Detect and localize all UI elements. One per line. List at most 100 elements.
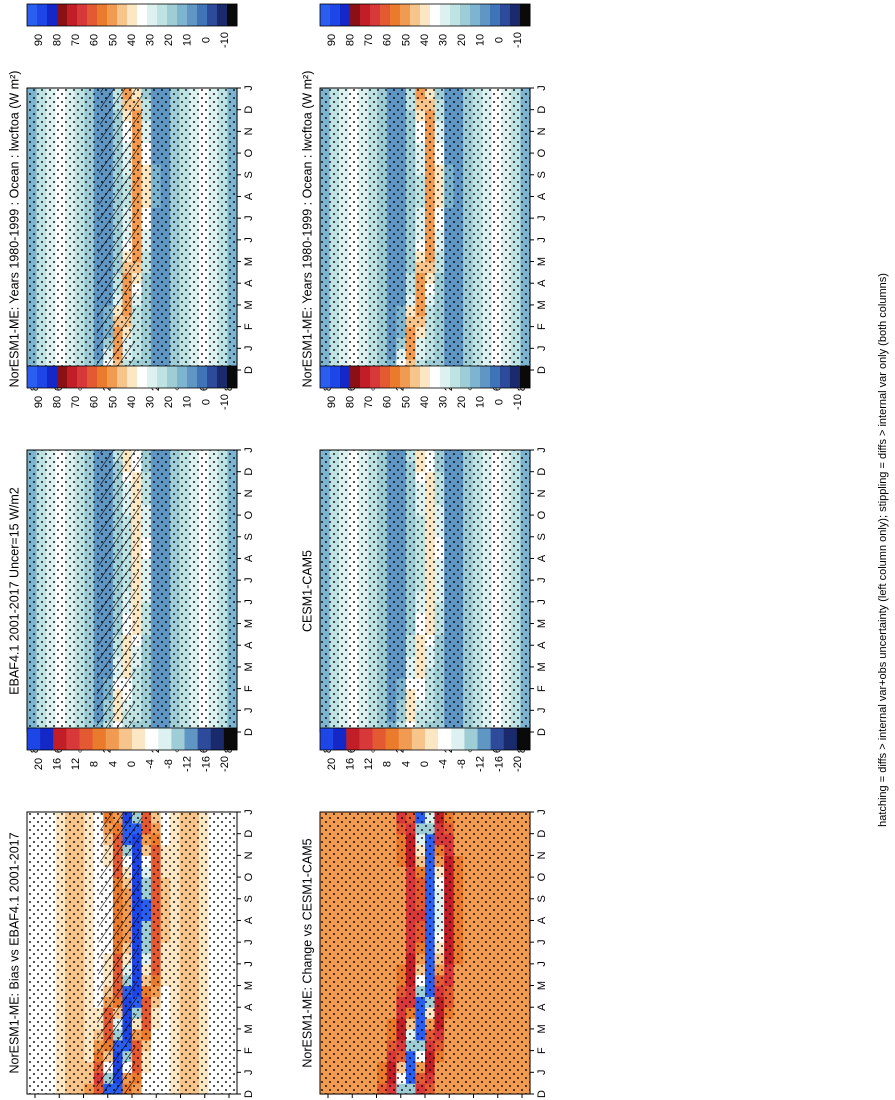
colorbar-tick-label: 40	[126, 34, 138, 46]
month-tick-label: S	[243, 533, 255, 540]
colorbar-swatch	[411, 728, 426, 750]
month-tick-label: J	[536, 939, 548, 945]
colorbar-swatch	[350, 4, 361, 26]
colorbar: 90 80 70 60 50 40 30 20 10 0 -10	[26, 365, 238, 410]
month-tick-label: N	[243, 127, 255, 135]
colorbar-swatch	[177, 4, 188, 26]
colorbar-swatch	[380, 4, 391, 26]
stippling-overlay	[320, 450, 530, 732]
colorbar-swatch	[370, 4, 381, 26]
colorbar-swatch	[480, 366, 491, 388]
colorbar-tick-label: 70	[363, 396, 375, 408]
month-tick-label: A	[243, 554, 255, 562]
colorbar-tick-label: 20	[33, 758, 45, 770]
colorbar-swatch	[77, 366, 88, 388]
colorbar-tick-label: 50	[400, 396, 412, 408]
colorbar-swatch	[167, 366, 178, 388]
colorbar-swatch	[47, 4, 58, 26]
colorbar-tick-label: 0	[200, 399, 212, 405]
colorbar-swatch	[390, 4, 401, 26]
month-tick-label: D	[243, 106, 255, 114]
month-tick-label: A	[243, 279, 255, 287]
colorbar-swatch	[420, 4, 431, 26]
colorbar-swatch	[197, 366, 208, 388]
month-tick-label: A	[243, 916, 255, 924]
colorbar-swatch	[430, 4, 441, 26]
month-tick-label: F	[536, 1047, 548, 1054]
colorbar-swatch	[27, 4, 38, 26]
month-tick-label: S	[536, 895, 548, 902]
colorbar-swatch	[460, 4, 471, 26]
stippling-overlay	[320, 812, 530, 1094]
colorbar-frame	[319, 727, 531, 751]
colorbar-swatch	[107, 4, 118, 26]
colorbar-swatch	[87, 366, 98, 388]
colorbar-swatch	[385, 728, 400, 750]
colorbar-tick-label: 10	[475, 34, 487, 46]
colorbar-swatch	[157, 4, 168, 26]
month-tick-label: D	[536, 106, 548, 114]
month-tick-label: F	[243, 323, 255, 330]
colorbar-tick-label: 80	[52, 34, 64, 46]
colorbar-swatch	[420, 366, 431, 388]
colorbar-swatch	[87, 4, 98, 26]
month-tick-label: J	[243, 961, 255, 967]
colorbar-swatch	[227, 4, 238, 26]
month-tick-label: A	[243, 641, 255, 649]
colorbar-swatch	[520, 366, 531, 388]
month-tick-label: F	[536, 323, 548, 330]
colorbar-swatch	[197, 728, 212, 750]
colorbar-swatch	[107, 366, 118, 388]
month-tick-label: D	[243, 728, 255, 736]
colorbar-tick-label: 12	[363, 758, 375, 770]
colorbar-tick-label: 0	[493, 37, 505, 43]
colorbar-tick-label: 80	[52, 396, 64, 408]
colorbar-tick-label: 20	[163, 396, 175, 408]
colorbar-swatch	[470, 366, 481, 388]
panel-title: NorESM1-ME: Years 1980-1999 : Ocean : lw…	[7, 71, 21, 388]
colorbar-swatch	[187, 366, 198, 388]
colorbar-tick-label: 20	[456, 34, 468, 46]
month-tick-label: D	[536, 1090, 548, 1098]
panel-bottom-left: DJFMAMJJASONDJ8060°N20020°S6080NorESM1-M…	[7, 727, 255, 1098]
month-tick-label: J	[536, 809, 548, 815]
colorbar-swatch	[340, 4, 351, 26]
month-tick-label: M	[243, 257, 255, 266]
panel-middle-right: DJFMAMJJASONDJ8060°N20020°S6080CESM1-CAM…	[300, 365, 548, 753]
colorbar-tick-label: -20	[219, 756, 231, 772]
month-tick-label: O	[243, 872, 255, 881]
colorbar-tick-label: 50	[107, 396, 119, 408]
panel-bottom-right: DJFMAMJJASONDJ8060°N20020°S6080NorESM1-M…	[300, 727, 548, 1098]
month-tick-label: A	[536, 1003, 548, 1011]
colorbar-swatch	[207, 366, 218, 388]
colorbar: 90 80 70 60 50 40 30 20 10 0 -10	[319, 3, 531, 48]
month-tick-label: M	[243, 619, 255, 628]
colorbar-tick-label: 60	[382, 396, 394, 408]
month-tick-label: N	[536, 489, 548, 497]
footnote: hatching = diffs > internal var+obs unce…	[877, 273, 889, 827]
colorbar-swatch	[390, 366, 401, 388]
colorbar-swatch	[137, 366, 148, 388]
month-tick-label: A	[536, 554, 548, 562]
panel-top-right: DJFMAMJJASONDJ8060°N20020°S6080NorESM1-M…	[300, 3, 548, 391]
month-tick-label: S	[243, 895, 255, 902]
month-tick-label: F	[536, 685, 548, 692]
colorbar-swatch	[340, 366, 351, 388]
colorbar-swatch	[127, 4, 138, 26]
colorbar-tick-label: -12	[182, 756, 194, 772]
colorbar-tick-label: 30	[438, 396, 450, 408]
month-tick-label: J	[536, 961, 548, 967]
colorbar-swatch	[438, 728, 452, 750]
colorbar-swatch	[77, 4, 88, 26]
colorbar-swatch	[217, 4, 228, 26]
month-tick-label: J	[243, 939, 255, 945]
colorbar-swatch	[320, 4, 331, 26]
colorbar-swatch	[158, 728, 172, 750]
month-tick-label: A	[536, 279, 548, 287]
colorbar-swatch	[207, 4, 218, 26]
colorbar-tick-label: 16	[345, 758, 357, 770]
colorbar-swatch	[510, 4, 521, 26]
month-tick-label: F	[243, 685, 255, 692]
month-tick-label: J	[536, 708, 548, 714]
